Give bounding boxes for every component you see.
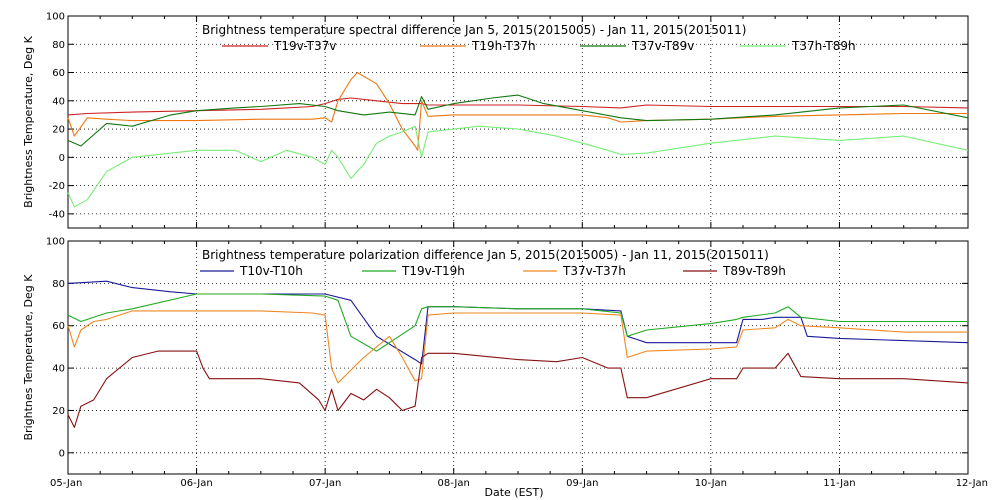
x-tick-label: 11-Jan [823, 478, 855, 489]
y-tick-label: 20 [52, 125, 65, 136]
series-line [67, 310, 968, 384]
y-tick-label: 80 [52, 40, 65, 51]
plot-frame [67, 240, 969, 475]
y-tick-label: -40 [49, 209, 65, 220]
y-tick-label: 40 [52, 364, 65, 375]
legend-label: T19v-T37v [273, 39, 336, 53]
y-axis-title: Brightness Temperature, Deg K [22, 35, 35, 207]
y-axis-title: Brightnes Temperature, Deg K [22, 274, 35, 441]
chart-title: Brightness temperature polarization diff… [202, 248, 769, 262]
legend-label: T89v-T89h [722, 264, 786, 278]
legend-label: T37h-T89h [791, 39, 856, 53]
legend-label: T37v-T89v [631, 39, 694, 53]
legend-label: T37v-T37h [562, 264, 626, 278]
series-line [67, 350, 969, 428]
x-tick-label: 12-Jan [956, 478, 988, 489]
x-tick-label: 09-Jan [566, 478, 598, 489]
series-line [67, 293, 968, 352]
y-tick-label: 100 [46, 237, 65, 248]
series-line [67, 125, 969, 208]
y-tick-label: 60 [52, 321, 65, 332]
series-line [67, 94, 969, 147]
x-tick-label: 05-Jan [50, 478, 82, 489]
x-tick-label: 06-Jan [180, 478, 212, 489]
chart-title: Brightness temperature spectral differen… [202, 23, 746, 37]
x-tick-label: 07-Jan [309, 478, 341, 489]
y-tick-label: 80 [52, 279, 65, 290]
legend-label: T19v-T19h [401, 264, 465, 278]
y-tick-label: 20 [52, 406, 65, 417]
y-tick-label: 100 [46, 12, 65, 23]
y-tick-label: 60 [52, 68, 65, 79]
legend-label: T10v-T10h [239, 264, 303, 278]
chart-panel-1: -40 -20 0 20 40 60 80 100 Brightness temperature… [22, 12, 969, 229]
chart-panel-2: 0 20 40 60 80 100 05-Jan 06-Jan 07-Jan 08-Jan 09-J… [22, 237, 988, 500]
series-line [67, 71, 968, 151]
y-tick-label: 0 [59, 448, 65, 459]
x-axis-title: Date (EST) [484, 486, 543, 499]
x-tick-label: 10-Jan [695, 478, 727, 489]
y-tick-label: 40 [52, 96, 65, 107]
y-tick-label: -20 [49, 181, 65, 192]
y-tick-label: 0 [59, 153, 65, 164]
legend-label: T19h-T37h [471, 39, 536, 53]
x-tick-label: 08-Jan [438, 478, 470, 489]
